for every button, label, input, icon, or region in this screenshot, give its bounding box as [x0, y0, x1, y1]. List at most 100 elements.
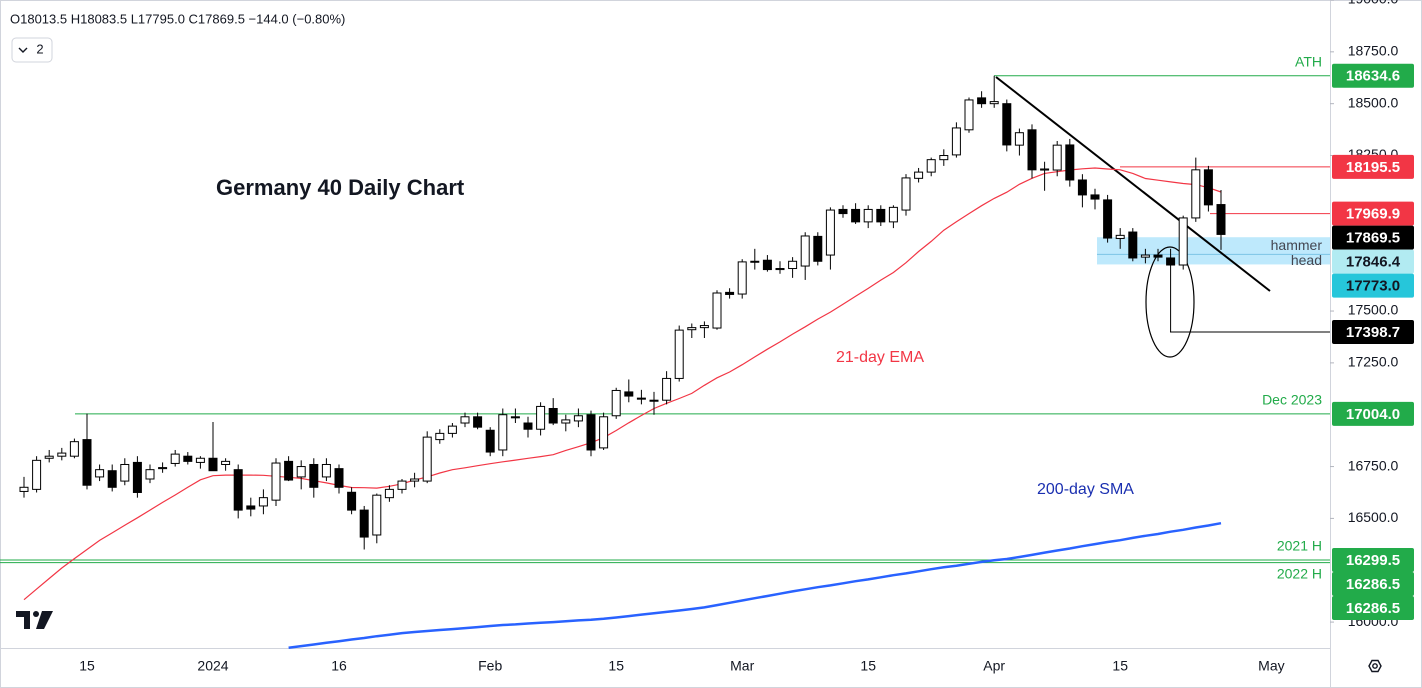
candle-body: [561, 419, 571, 424]
candle-body: [19, 486, 29, 492]
candle-body: [69, 441, 79, 457]
candle-body: [674, 329, 684, 379]
candle-body: [132, 461, 142, 493]
candle-body: [636, 397, 646, 400]
candle-body: [611, 389, 621, 417]
candle-body: [372, 494, 382, 536]
candle-body: [498, 414, 508, 451]
candle-body: [825, 209, 835, 256]
chart-title: Germany 40 Daily Chart: [216, 175, 465, 200]
price-label-box: [1332, 401, 1414, 426]
price-label-box: [1332, 154, 1414, 179]
tradingview-logo: [16, 611, 53, 629]
candle-body: [284, 460, 294, 481]
price-axis-layer: 19000.018750.018500.018250.017500.017250…: [79, 0, 1414, 674]
candle-body: [158, 467, 168, 470]
candle-body: [347, 491, 357, 511]
candle-body: [460, 416, 470, 424]
price-label: 17398.7: [1346, 324, 1400, 341]
candle-body: [473, 416, 483, 428]
gear-icon[interactable]: [1368, 659, 1382, 673]
candle-body: [1216, 204, 1226, 235]
candle-body: [170, 453, 180, 464]
candle-body: [1128, 231, 1138, 259]
price-label: 16299.5: [1346, 552, 1400, 569]
hammer-highlight: [1145, 246, 1195, 358]
candle-body: [1166, 257, 1176, 266]
candle-body: [737, 261, 747, 295]
price-label: 17846.4: [1346, 254, 1401, 271]
gear-hole: [1372, 663, 1378, 669]
candle-body: [447, 425, 457, 434]
candle-body: [1065, 144, 1075, 181]
candle-body: [624, 391, 634, 397]
candle-body: [599, 416, 609, 449]
price-label-box: [1332, 201, 1414, 226]
price-label-box: [1332, 63, 1414, 88]
price-label: 16286.5: [1346, 600, 1400, 617]
trendline: [995, 76, 1271, 292]
y-tick-label: 16750.0: [1348, 457, 1399, 473]
candle-body: [296, 466, 306, 478]
level-note: ATH: [1295, 53, 1322, 69]
candle-body: [195, 457, 205, 463]
level-note: hammer: [1271, 237, 1323, 253]
candle-body: [1077, 179, 1087, 196]
candle-body: [536, 405, 546, 430]
candle-body: [762, 259, 772, 271]
candle-body: [523, 422, 533, 430]
chevron-icon: [18, 47, 28, 53]
candle-body: [914, 171, 924, 179]
candle-body: [1203, 169, 1213, 206]
candle-body: [1178, 217, 1188, 266]
y-tick-label: 16500.0: [1348, 509, 1399, 525]
price-label-box: [1332, 249, 1414, 274]
candle-body: [334, 468, 344, 488]
indicator-line: [23, 167, 1222, 601]
candle-body: [1027, 129, 1037, 171]
x-tick-label: Apr: [983, 658, 1005, 674]
price-label-box: [1332, 320, 1414, 345]
candle-body: [662, 377, 672, 401]
price-label-box: [1332, 547, 1414, 572]
candle-body: [901, 177, 911, 211]
candle-body: [838, 208, 848, 215]
ohlc-legend: O18013.5 H18083.5 L17795.0 C17869.5 −144…: [10, 11, 345, 26]
price-label-box: [1332, 595, 1414, 620]
settings-button[interactable]: [1368, 659, 1382, 673]
toggle-box[interactable]: [11, 37, 53, 63]
candle-body: [384, 488, 394, 499]
candle-body: [258, 497, 268, 507]
level-note: 2021 H: [1277, 538, 1322, 554]
candle-body: [271, 462, 281, 501]
candle-body: [548, 407, 558, 424]
candle-body: [95, 469, 105, 478]
x-tick-label: 15: [860, 658, 876, 674]
candle-body: [485, 429, 495, 453]
indicator-count: 2: [36, 41, 43, 56]
indicator-toggle[interactable]: 2: [11, 37, 53, 63]
candle-body: [788, 260, 798, 270]
candle-body: [687, 327, 697, 331]
candle-body: [964, 99, 974, 131]
candle-body: [82, 439, 92, 486]
logo-part: [16, 611, 30, 629]
logo-part: [33, 611, 39, 617]
candle-body: [1153, 254, 1163, 258]
candle-body: [44, 455, 54, 459]
candle-body: [649, 399, 659, 402]
candle-body: [586, 414, 596, 451]
candle-body: [107, 470, 117, 488]
x-tick-label: Feb: [478, 658, 502, 674]
price-label: 17773.0: [1346, 278, 1400, 295]
y-tick-label: 17500.0: [1348, 302, 1399, 318]
candle-body: [510, 416, 520, 419]
level-note: Dec 2023: [1262, 392, 1322, 408]
candle-body: [422, 436, 432, 482]
x-tick-label: 15: [608, 658, 624, 674]
candle-body: [233, 469, 243, 511]
candle-body: [951, 127, 961, 156]
y-tick-label: 18500.0: [1348, 94, 1399, 110]
